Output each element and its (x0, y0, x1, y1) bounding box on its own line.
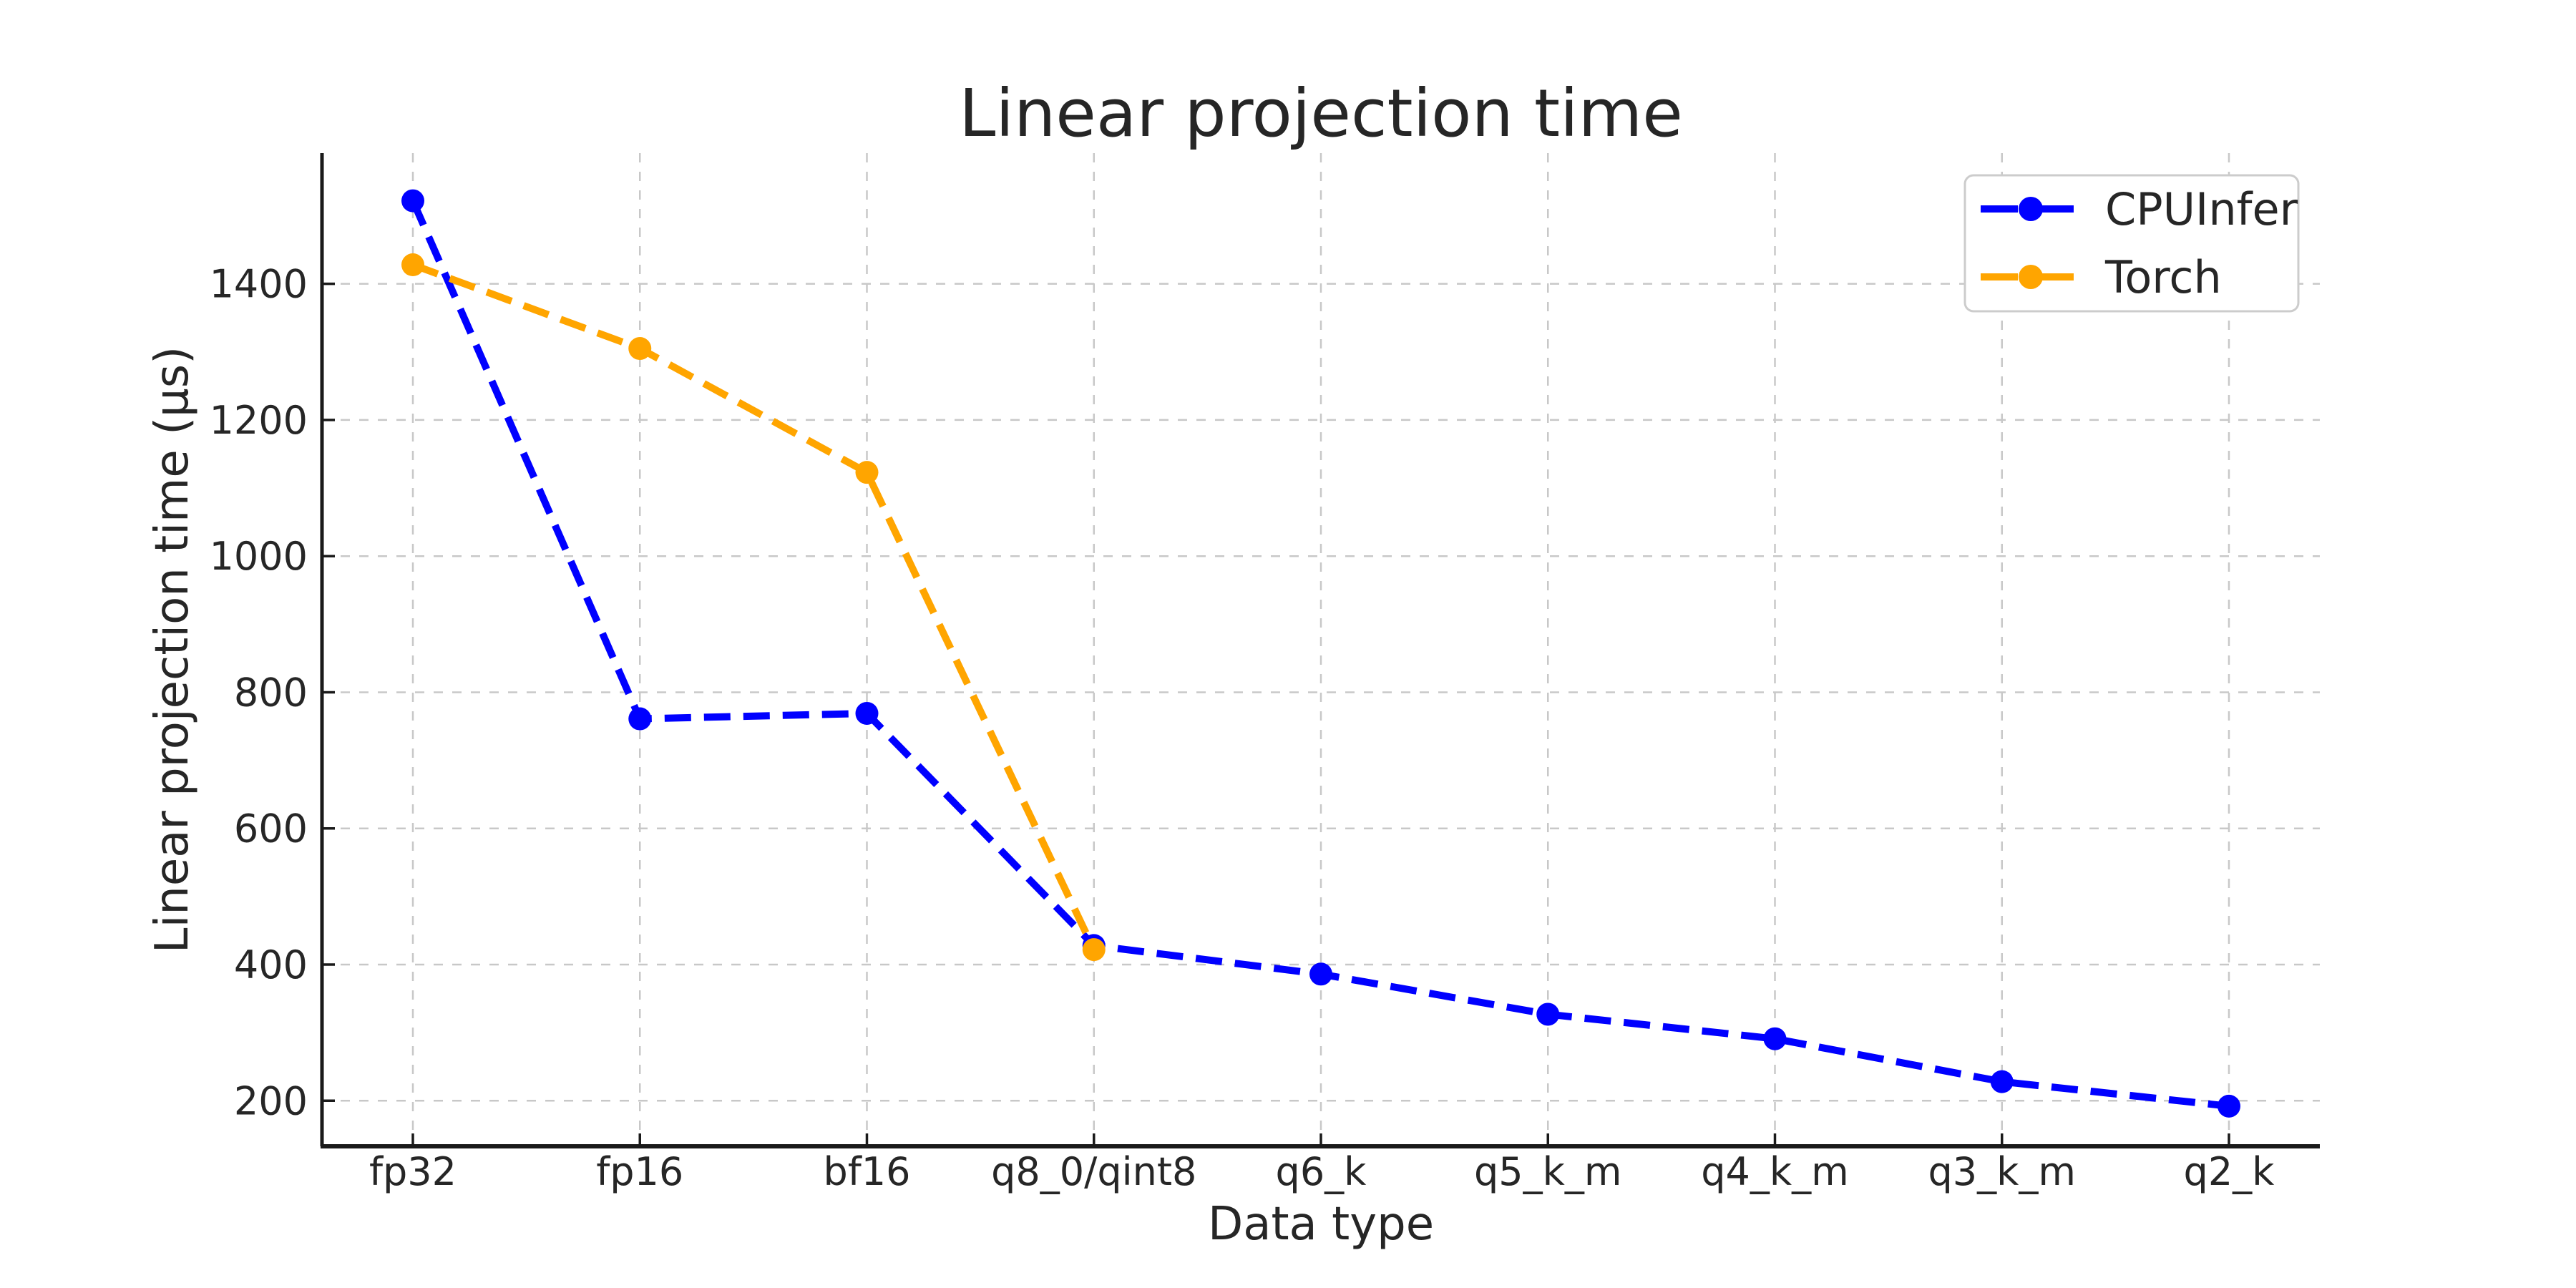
data-point-cpuinfer-q5_k_m (1536, 1002, 1560, 1026)
x-tick-label: q5_k_m (1474, 1149, 1622, 1194)
legend-label-torch: Torch (2104, 251, 2222, 303)
data-point-torch-bf16 (855, 461, 879, 484)
x-tick-label: q4_k_m (1701, 1149, 1849, 1194)
data-point-cpuinfer-fp32 (401, 189, 424, 213)
y-tick-label: 800 (234, 670, 308, 715)
y-axis-label: Linear projection time (µs) (146, 346, 199, 953)
series-line-torch (411, 261, 1098, 952)
y-tick-label: 1200 (210, 398, 308, 443)
axis-layer: 200 400 600 800 1000 1200 1400 fp32 fp16 bf16 q8_0… (210, 153, 2320, 1194)
x-axis-label: Data type (1208, 1198, 1434, 1251)
data-point-cpuinfer-q2_k (2218, 1094, 2240, 1118)
series-layer (401, 189, 2240, 1118)
x-tick-label: fp16 (596, 1149, 683, 1194)
y-tick-label: 1400 (210, 262, 308, 307)
data-point-torch-fp16 (628, 337, 652, 361)
data-point-cpuinfer-q3_k_m (1990, 1070, 2014, 1093)
y-tick-label: 600 (234, 806, 308, 852)
y-tick-label: 200 (234, 1078, 308, 1123)
data-point-cpuinfer-q6_k (1309, 962, 1332, 986)
legend-label-cpuinfer: CPUInfer (2105, 183, 2298, 235)
data-point-cpuinfer-bf16 (855, 701, 879, 725)
data-point-cpuinfer-fp16 (628, 707, 652, 731)
x-tick-label: q3_k_m (1928, 1149, 2076, 1194)
x-tick-label: bf16 (823, 1149, 910, 1194)
legend-marker-torch (2019, 265, 2043, 289)
y-tick-label: 400 (234, 942, 308, 987)
x-tick-label: q2_k (2184, 1149, 2275, 1194)
data-point-torch-fp32 (401, 253, 424, 277)
chart-title: Linear projection time (959, 75, 1683, 152)
data-point-cpuinfer-q4_k_m (1763, 1027, 1787, 1050)
y-tick-label: 1000 (210, 534, 308, 579)
legend-marker-cpuinfer (2019, 197, 2043, 221)
data-point-torch-q8_0/qint8 (1082, 938, 1106, 962)
legend: CPUInfer Torch (1963, 174, 2300, 313)
x-tick-label: q8_0/qint8 (991, 1149, 1196, 1194)
legend-item-torch: Torch (1981, 251, 2222, 303)
x-tick-label: q6_k (1276, 1149, 1367, 1194)
x-tick-label: fp32 (369, 1149, 457, 1194)
legend-item-cpuinfer: CPUInfer (1981, 183, 2298, 235)
